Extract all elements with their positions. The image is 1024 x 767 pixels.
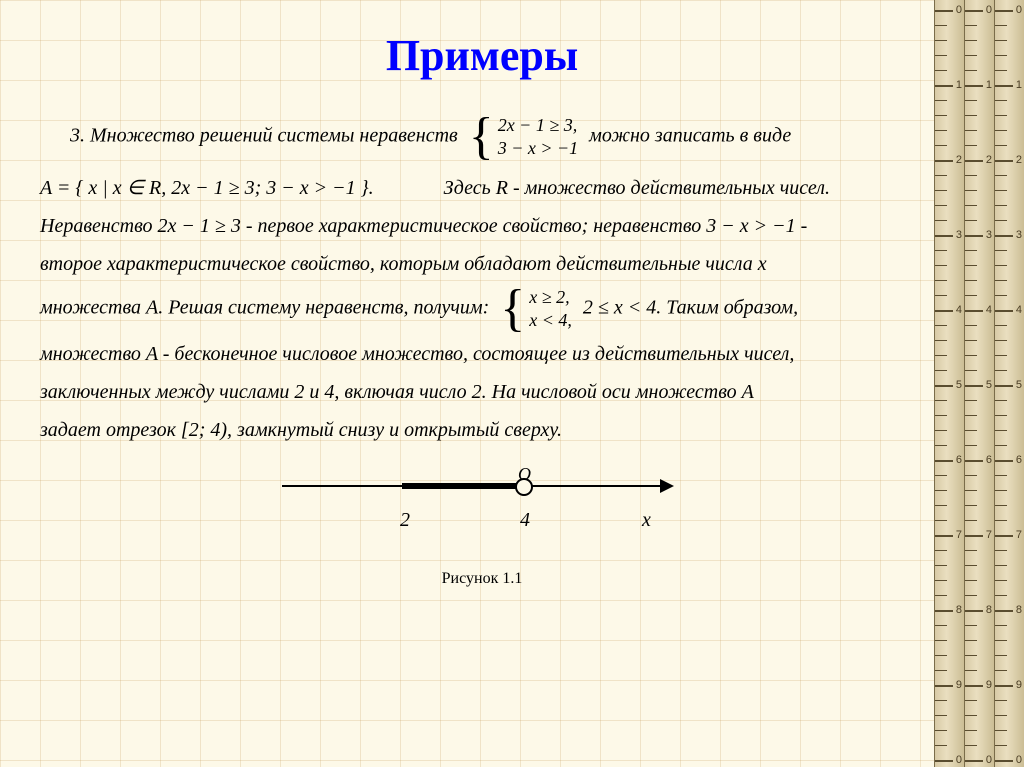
brace-icon: {	[500, 283, 525, 335]
r-note: Здесь R - множество действительных чисел…	[444, 177, 830, 199]
intro-prefix: 3. Множество решений системы неравенств	[70, 125, 458, 147]
arrow-icon	[660, 479, 674, 493]
line-2: A = { x | x ∈ R, 2x − 1 ≥ 3; 3 − x > −1 …	[40, 169, 924, 207]
open-label: О	[518, 457, 531, 491]
tick-label-4: 4	[520, 501, 530, 539]
line5-prefix: множества A. Решая систему неравенств, п…	[40, 297, 489, 319]
system2-row1: x ≥ 2,	[529, 286, 572, 309]
system1-row1: 2x − 1 ≥ 3,	[498, 114, 578, 137]
tick-label-2: 2	[400, 501, 410, 539]
line-5: множества A. Решая систему неравенств, п…	[40, 283, 924, 335]
axis-label-x: x	[642, 501, 651, 539]
line-7: заключенных между числами 2 и 4, включая…	[40, 373, 924, 411]
line-1: 3. Множество решений системы неравенств …	[70, 111, 924, 163]
number-line-figure: О 2 4 x Рисунок 1.1	[40, 467, 924, 594]
slide-title: Примеры	[40, 30, 924, 81]
system2-row2: x < 4,	[529, 309, 572, 332]
figure-caption: Рисунок 1.1	[40, 564, 924, 594]
intro-suffix: можно записать в виде	[589, 125, 791, 147]
line-3: Неравенство 2x − 1 ≥ 3 - первое характер…	[40, 207, 924, 245]
slide-content: Примеры 3. Множество решений системы нер…	[0, 0, 1024, 594]
ruler-decoration: 01234567890 01234567890 01234567890	[934, 0, 1024, 767]
interval-segment	[402, 483, 522, 489]
line-6: множество A - бесконечное числовое множе…	[40, 335, 924, 373]
system-2: { x ≥ 2, x < 4,	[500, 283, 572, 335]
line-4: второе характеристическое свойство, кото…	[40, 245, 924, 283]
system1-row2: 3 − x > −1	[498, 137, 578, 160]
math-body: 3. Множество решений системы неравенств …	[40, 111, 924, 594]
set-definition: A = { x | x ∈ R, 2x − 1 ≥ 3; 3 − x > −1 …	[40, 177, 374, 199]
brace-icon: {	[469, 111, 494, 163]
system-1: { 2x − 1 ≥ 3, 3 − x > −1	[469, 111, 578, 163]
line-8: задает отрезок [2; 4), замкнутый снизу и…	[40, 411, 924, 449]
line5-mid: 2 ≤ x < 4. Таким образом,	[583, 297, 798, 319]
